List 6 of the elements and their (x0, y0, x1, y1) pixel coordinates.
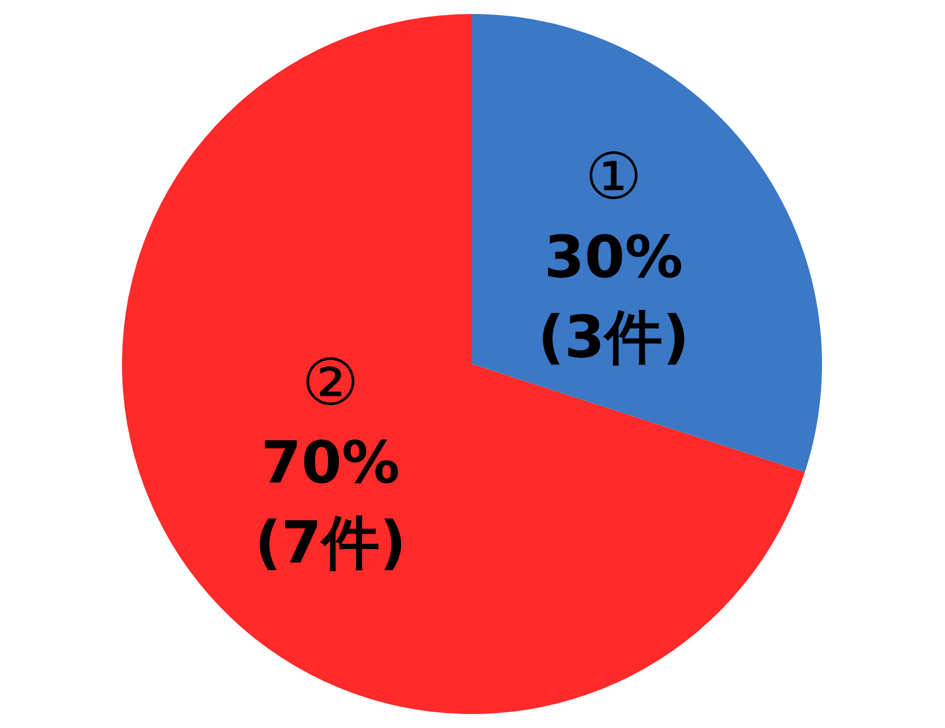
data-label: 70% (261, 428, 400, 497)
text: (3件) (538, 302, 690, 371)
slice-label: ① (584, 140, 642, 215)
data-label: 30% (544, 222, 683, 291)
text: (7件) (254, 508, 406, 577)
slice-label: ② (302, 346, 360, 420)
